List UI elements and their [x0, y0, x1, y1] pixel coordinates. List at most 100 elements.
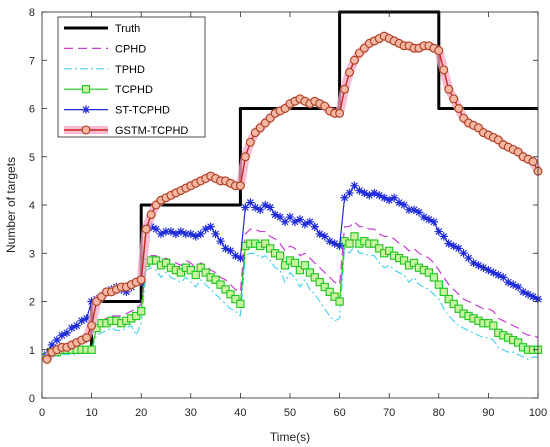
- st-tcphd-point: [265, 203, 275, 212]
- st-tcphd-point: [176, 227, 186, 236]
- legend: Truth CPHD TPHD TCPHD ST-TCPHD GSTM-TCPHD: [57, 16, 206, 138]
- legend-entry-tcphd: TCPHD: [64, 84, 153, 96]
- gstm-tcphd-point: [449, 94, 459, 104]
- legend-entry-gstm-tcphd: GSTM-TCPHD: [64, 125, 188, 137]
- st-tcphd-point: [295, 215, 305, 224]
- x-tick-label: 30: [185, 407, 197, 419]
- y-tick-label: 2: [29, 297, 35, 309]
- tick-layer: 0 10 20 30 40 50 60 70 80 90 100 0 1 2 3 4 5 6 7 8: [29, 7, 547, 419]
- st-tcphd-point: [82, 314, 91, 323]
- st-tcphd-point: [285, 212, 295, 222]
- st-tcphd-point: [181, 229, 191, 239]
- x-tick-label: 10: [85, 407, 97, 419]
- st-tcphd-point: [226, 246, 235, 256]
- tcphd-point: [399, 256, 409, 265]
- gstm-tcphd-point: [136, 275, 146, 285]
- x-tick-label: 90: [482, 407, 494, 419]
- tcphd-point: [191, 270, 200, 280]
- st-tcphd-point: [404, 205, 414, 215]
- tcphd-point: [201, 268, 210, 277]
- st-tcphd-point: [528, 292, 538, 301]
- st-tcphd-point: [261, 200, 270, 210]
- st-tcphd-point: [449, 241, 458, 251]
- y-tick-label: 3: [29, 248, 35, 260]
- st-tcphd-point: [72, 321, 81, 330]
- tcphd-point: [345, 239, 354, 248]
- st-tcphd-point: [246, 198, 255, 207]
- gstm-tcphd-point: [350, 55, 359, 65]
- tcphd-point: [151, 256, 161, 265]
- st-tcphd-point: [330, 239, 339, 248]
- tcphd-point: [196, 263, 205, 272]
- tcphd-point: [424, 268, 434, 277]
- st-tcphd-point: [399, 200, 409, 210]
- gstm-tcphd-point: [345, 67, 354, 77]
- st-tcphd-point: [429, 217, 439, 227]
- gstm-tcphd-point: [82, 333, 92, 343]
- tcphd-point: [261, 239, 270, 248]
- st-tcphd-point: [67, 323, 76, 333]
- x-axis-label: Time(s): [270, 430, 310, 444]
- st-tcphd-point: [57, 331, 67, 340]
- tcphd-point: [231, 294, 240, 304]
- st-tcphd-point: [419, 212, 429, 222]
- st-tcphd-point: [231, 251, 240, 260]
- st-tcphd-point: [270, 210, 280, 219]
- gstm-tcphd-point: [335, 108, 345, 118]
- st-tcphd-point: [414, 208, 424, 217]
- st-tcphd-point: [320, 232, 329, 241]
- st-tcphd-point: [380, 193, 389, 202]
- st-tcphd-point: [459, 249, 468, 258]
- gstm-tcphd-point: [141, 224, 151, 234]
- tcphd-point: [330, 292, 339, 301]
- legend-label-truth: Truth: [115, 23, 140, 35]
- st-tcphd-point: [290, 217, 300, 227]
- y-tick-label: 4: [29, 200, 35, 212]
- tcphd-point: [335, 297, 344, 306]
- st-tcphd-point: [77, 316, 86, 325]
- x-tick-label: 70: [383, 407, 395, 419]
- st-tcphd-point: [305, 217, 315, 227]
- st-tcphd-point: [335, 241, 344, 251]
- legend-marker-gstm-tcphd: [81, 125, 91, 135]
- st-tcphd-point: [345, 188, 354, 198]
- series-cphd: [46, 221, 539, 358]
- tcphd-point: [186, 265, 195, 275]
- tcphd-point: [375, 244, 384, 253]
- tcphd-point: [434, 280, 443, 289]
- x-tick-label: 40: [234, 407, 246, 419]
- gstm-tcphd-point: [454, 104, 464, 113]
- tcphd-point: [370, 239, 379, 248]
- y-tick-label: 1: [29, 345, 35, 357]
- y-tick-label: 0: [29, 393, 35, 405]
- st-tcphd-point: [151, 224, 161, 234]
- legend-label-gstm-tcphd: GSTM-TCPHD: [115, 125, 188, 137]
- legend-entry-tphd: TPHD: [64, 64, 145, 76]
- st-tcphd-point: [196, 229, 205, 239]
- st-tcphd-point: [464, 253, 473, 263]
- st-tcphd-point: [479, 263, 488, 272]
- legend-entry-truth: Truth: [64, 23, 140, 35]
- st-tcphd-point: [350, 181, 359, 190]
- st-tcphd-point: [484, 265, 493, 275]
- legend-box: [57, 16, 206, 138]
- tcphd-point: [305, 268, 314, 277]
- st-tcphd-point: [52, 335, 62, 345]
- tcphd-point: [300, 261, 310, 270]
- st-tcphd-point: [161, 227, 171, 236]
- st-tcphd-point: [439, 232, 448, 241]
- tcphd-point: [226, 290, 235, 299]
- st-tcphd-point: [494, 270, 503, 280]
- st-tcphd-point: [355, 186, 364, 195]
- st-tcphd-point: [300, 220, 310, 229]
- series-gstm-tcphd: [42, 31, 543, 364]
- x-tick-label: 20: [135, 407, 147, 419]
- st-tcphd-point: [156, 229, 166, 239]
- st-tcphd-point: [275, 212, 285, 222]
- tcphd-point: [280, 261, 290, 270]
- gstm-tcphd-point: [434, 46, 444, 56]
- series-layer: [42, 10, 543, 364]
- st-tcphd-point: [444, 239, 453, 248]
- st-tcphd-point: [166, 227, 176, 236]
- legend-label-cphd: CPHD: [115, 43, 146, 55]
